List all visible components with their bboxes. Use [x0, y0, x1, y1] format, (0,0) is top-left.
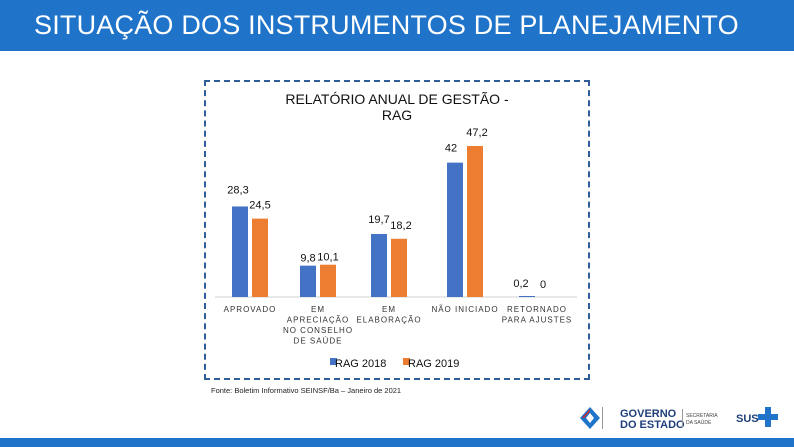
- footer-bar: [0, 438, 794, 447]
- data-label: 19,7: [368, 214, 389, 226]
- category-label: PARA AJUSTES: [502, 316, 573, 325]
- bar-rag-2019: [320, 264, 336, 297]
- bar-rag-2019: [467, 146, 483, 297]
- sus-text: SUS: [736, 413, 759, 425]
- bar-rag-2018: [519, 296, 535, 297]
- category-label: RETORNADO: [507, 305, 567, 314]
- data-label: 0,2: [513, 278, 528, 290]
- data-label: 18,2: [390, 220, 411, 232]
- category-label: NÃO INICIADO: [431, 305, 498, 314]
- legend-swatch: [330, 358, 337, 365]
- sus-logo: SUS: [736, 407, 778, 427]
- category-label: EM: [382, 305, 396, 314]
- data-label: 0: [540, 279, 546, 291]
- governo-logo: GOVERNO DO ESTADO SECRETARIA DA SAÚDE: [580, 407, 718, 431]
- bahia-emblem-icon: [580, 407, 600, 429]
- data-label: 42: [445, 143, 457, 155]
- source-note: Fonte: Boletim Informativo SEINSF/Ba – J…: [211, 386, 402, 395]
- secretaria-line2: DA SAÚDE: [686, 419, 712, 426]
- legend-swatch: [403, 358, 410, 365]
- legend-label: RAG 2018: [335, 358, 386, 370]
- category-label: DE SAÚDE: [294, 337, 343, 346]
- data-label: 9,8: [300, 253, 315, 265]
- data-label: 47,2: [466, 127, 487, 139]
- page-title: SITUAÇÃO DOS INSTRUMENTOS DE PLANEJAMENT…: [34, 10, 739, 40]
- category-label: ELABORAÇÃO: [356, 316, 421, 325]
- bar-rag-2018: [232, 206, 248, 297]
- bar-rag-2018: [300, 265, 316, 297]
- bar-rag-2019: [391, 238, 407, 297]
- chart-frame: [204, 80, 590, 380]
- legend-label: RAG 2019: [408, 358, 459, 370]
- chart-title-line: RELATÓRIO ANUAL DE GESTÃO -: [285, 91, 509, 107]
- category-label: EM: [311, 305, 325, 314]
- category-label: NO CONSELHO: [283, 326, 353, 335]
- bar-rag-2018: [371, 233, 387, 297]
- category-label: APROVADO: [224, 305, 277, 314]
- health-cross-icon: [758, 407, 778, 427]
- category-label: APRECIAÇÃO: [287, 316, 349, 325]
- bar-rag-2018: [447, 162, 463, 297]
- gov-line1: GOVERNO: [620, 408, 677, 420]
- data-label: 10,1: [317, 252, 338, 264]
- gov-line2: DO ESTADO: [620, 419, 685, 431]
- data-label: 28,3: [227, 184, 248, 196]
- header-banner: SITUAÇÃO DOS INSTRUMENTOS DE PLANEJAMENT…: [0, 0, 794, 51]
- secretaria-line1: SECRETARIA: [686, 413, 718, 419]
- bar-rag-2019: [252, 218, 268, 297]
- data-label: 24,5: [249, 200, 270, 212]
- chart-title-line: RAG: [382, 107, 412, 123]
